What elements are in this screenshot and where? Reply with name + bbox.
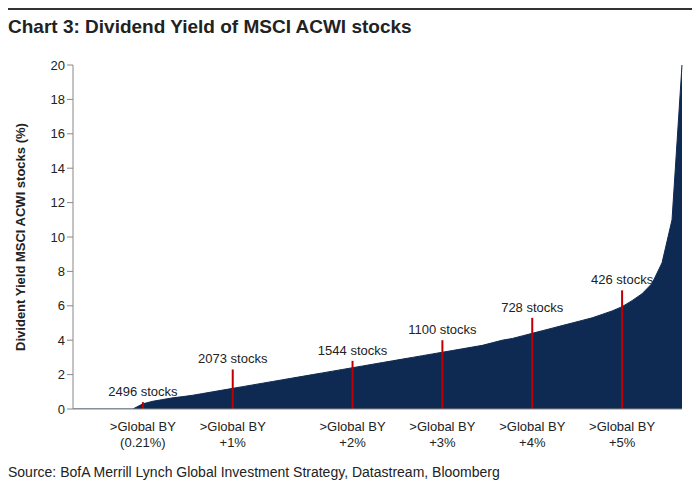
- svg-text:0: 0: [58, 402, 65, 417]
- svg-text:Divident Yield MSCI ACWI stock: Divident Yield MSCI ACWI stocks (%): [13, 123, 28, 351]
- svg-text:20: 20: [51, 58, 65, 73]
- svg-text:6: 6: [58, 298, 65, 313]
- svg-text:12: 12: [51, 195, 65, 210]
- svg-text:4: 4: [58, 333, 65, 348]
- svg-text:>Global BY+5%: >Global BY+5%: [589, 419, 655, 450]
- svg-text:>Global BY+2%: >Global BY+2%: [319, 419, 385, 450]
- svg-text:>Global BY+4%: >Global BY+4%: [499, 419, 565, 450]
- svg-text:1100 stocks: 1100 stocks: [408, 322, 477, 337]
- html-text:Source: BofA Merrill Lynch Glo: Source: BofA Merrill Lynch Global Invest…: [8, 464, 500, 480]
- svg-text:728 stocks: 728 stocks: [501, 300, 564, 315]
- svg-text:8: 8: [58, 264, 65, 279]
- svg-text:18: 18: [51, 92, 65, 107]
- svg-text:2073 stocks: 2073 stocks: [198, 351, 268, 366]
- svg-text:2496 stocks: 2496 stocks: [108, 384, 178, 399]
- svg-text:>Global BY+1%: >Global BY+1%: [200, 419, 266, 450]
- svg-text:>Global BY(0.21%): >Global BY(0.21%): [110, 419, 176, 450]
- svg-text:>Global BY+3%: >Global BY+3%: [409, 419, 475, 450]
- svg-text:1544 stocks: 1544 stocks: [318, 343, 388, 358]
- svg-text:14: 14: [51, 161, 65, 176]
- svg-text:16: 16: [51, 126, 65, 141]
- svg-text:10: 10: [51, 230, 65, 245]
- svg-text:426 stocks: 426 stocks: [591, 272, 654, 287]
- svg-text:2: 2: [58, 367, 65, 382]
- html-text:Chart 3: Dividend Yield of MSC: Chart 3: Dividend Yield of MSCI ACWI sto…: [8, 16, 412, 37]
